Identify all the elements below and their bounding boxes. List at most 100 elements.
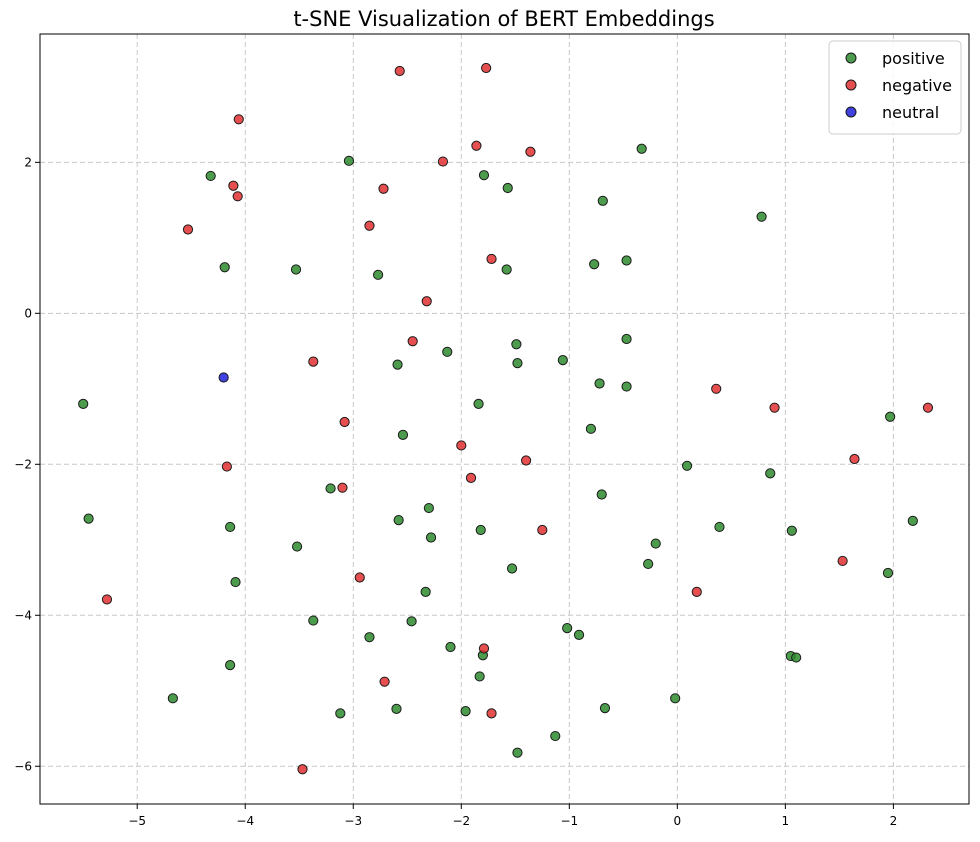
legend-label-negative: negative <box>882 76 952 95</box>
legend: positive negative neutral <box>828 40 962 135</box>
x-tick-label: −2 <box>452 814 470 828</box>
data-point-positive <box>423 502 434 514</box>
data-point-negative <box>379 676 390 687</box>
data-point-negative <box>478 643 490 654</box>
data-point-positive <box>907 515 918 527</box>
data-point-negative <box>354 572 365 583</box>
data-point-positive <box>882 567 894 579</box>
data-point-positive <box>373 269 384 280</box>
data-point-positive <box>225 521 236 533</box>
data-point-negative <box>182 224 194 235</box>
data-point-positive <box>597 195 608 206</box>
data-point-negative <box>769 402 780 413</box>
data-point-positive <box>391 703 402 714</box>
data-point-positive <box>885 411 896 422</box>
data-point-negative <box>407 336 418 347</box>
data-point-positive <box>460 706 471 717</box>
data-point-positive <box>475 524 486 536</box>
data-point-positive <box>78 398 89 410</box>
x-tick-label: −5 <box>128 814 146 828</box>
data-point-positive <box>786 525 797 536</box>
data-point-positive <box>621 333 632 345</box>
data-point-positive <box>291 541 303 552</box>
data-point-negative <box>486 253 497 265</box>
data-point-negative <box>308 356 319 367</box>
data-point-positive <box>562 623 573 634</box>
data-point-positive <box>621 255 632 266</box>
legend-marker-negative <box>845 79 857 91</box>
data-point-positive <box>420 586 431 597</box>
data-point-positive <box>681 460 693 471</box>
data-point-positive <box>589 259 600 270</box>
data-point-positive <box>670 693 681 704</box>
data-point-negative <box>233 114 244 125</box>
data-point-positive <box>621 381 632 392</box>
data-point-positive <box>550 730 561 742</box>
data-point-positive <box>478 170 490 181</box>
data-point-negative <box>221 461 232 472</box>
data-point-negative <box>691 586 702 597</box>
data-point-positive <box>599 703 611 714</box>
data-point-negative <box>711 383 722 394</box>
data-point-negative <box>232 191 243 202</box>
legend-marker-neutral <box>845 106 857 118</box>
data-point-negative <box>378 183 389 194</box>
data-point-negative <box>337 482 348 493</box>
data-point-negative <box>922 402 934 413</box>
y-tick-label: −6 <box>14 759 32 773</box>
data-point-positive <box>714 521 725 533</box>
data-point-positive <box>397 429 409 440</box>
data-point-positive <box>225 659 236 671</box>
x-tick-label: −3 <box>344 814 362 828</box>
data-point-positive <box>290 264 302 275</box>
data-point-negative <box>837 555 848 567</box>
data-point-positive <box>636 143 647 154</box>
data-point-positive <box>230 576 241 588</box>
data-point-negative <box>525 146 536 157</box>
data-point-positive <box>506 563 518 574</box>
data-point-positive <box>512 358 523 369</box>
data-point-negative <box>421 296 432 307</box>
data-point-positive <box>364 632 375 643</box>
points-layer <box>78 62 934 775</box>
data-point-positive <box>393 515 404 526</box>
data-point-negative <box>537 524 548 536</box>
data-point-negative <box>394 65 405 77</box>
data-point-positive <box>473 398 484 410</box>
data-point-positive <box>445 641 456 653</box>
data-point-negative <box>456 440 467 451</box>
axes-layer: −5 −4 −3 −2 −1 0 1 2 −6 −4 −2 0 2 <box>14 33 970 828</box>
data-point-positive <box>501 264 512 275</box>
data-point-negative <box>849 453 860 465</box>
data-point-positive <box>343 155 355 166</box>
data-point-positive <box>474 671 485 682</box>
x-tick-label: −1 <box>560 814 578 828</box>
data-point-positive <box>83 513 94 524</box>
legend-box <box>828 40 962 135</box>
data-point-neutral <box>218 372 229 383</box>
data-point-positive <box>594 378 605 389</box>
data-point-positive <box>392 359 403 370</box>
chart-title: t-SNE Visualization of BERT Embeddings <box>293 7 714 31</box>
data-point-negative <box>481 62 492 74</box>
data-point-negative <box>228 180 239 191</box>
data-point-positive <box>585 423 597 434</box>
data-point-negative <box>364 220 375 231</box>
x-tick-label: 0 <box>674 814 682 828</box>
data-point-positive <box>650 538 661 549</box>
data-point-positive <box>325 483 336 494</box>
data-point-negative <box>521 455 532 466</box>
data-point-positive <box>765 468 776 479</box>
legend-label-positive: positive <box>882 49 945 68</box>
y-tick-label: −4 <box>14 608 32 622</box>
legend-label-neutral: neutral <box>882 103 939 122</box>
data-point-negative <box>471 140 482 151</box>
y-tick-label: 2 <box>24 155 32 169</box>
data-point-positive <box>425 532 437 543</box>
data-point-positive <box>573 629 585 641</box>
data-point-positive <box>502 182 513 194</box>
data-point-positive <box>791 652 802 663</box>
data-point-positive <box>167 693 178 704</box>
